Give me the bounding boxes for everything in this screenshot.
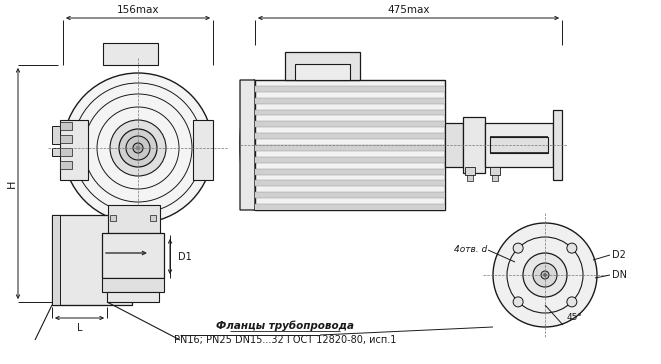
Bar [60,148,72,156]
Bar [295,64,350,80]
Bar [255,110,445,115]
Bar [553,110,562,180]
Text: PN16; PN25 DN15...32 ГОСТ 12820-80, исп.1: PN16; PN25 DN15...32 ГОСТ 12820-80, исп.… [174,335,396,345]
Bar [110,215,116,221]
Bar [52,215,60,305]
Bar [255,181,445,186]
Bar [255,80,445,210]
Text: D2: D2 [612,250,626,260]
Ellipse shape [133,143,143,153]
Text: 156max: 156max [117,5,159,15]
Bar [103,43,158,65]
Bar [492,175,498,181]
Circle shape [567,297,577,307]
Circle shape [543,273,547,277]
Ellipse shape [136,146,140,150]
Text: 4отв. d: 4отв. d [453,245,487,254]
Bar [102,233,164,278]
Bar [490,167,500,175]
Circle shape [541,271,549,279]
Bar [108,205,160,233]
Bar [150,215,156,221]
Bar [255,121,445,127]
Text: DN: DN [612,270,627,280]
Bar [463,117,485,173]
Bar [255,145,445,151]
Circle shape [513,297,523,307]
Bar [52,215,132,305]
Bar [255,192,445,198]
Ellipse shape [126,136,150,160]
Bar [255,157,445,163]
Bar [193,120,213,180]
Text: D1: D1 [178,252,192,261]
Bar [285,52,360,80]
Bar [60,120,88,180]
Bar [490,137,548,153]
Circle shape [523,253,567,297]
Circle shape [533,263,557,287]
Bar [102,278,164,292]
Bar [52,148,60,156]
Circle shape [513,243,523,253]
Bar [467,175,473,181]
Bar [52,126,60,144]
Bar [255,169,445,175]
Bar [107,292,159,302]
Bar [465,167,475,175]
Circle shape [567,243,577,253]
Bar [255,133,445,139]
Bar [60,135,72,143]
Bar [255,204,445,210]
Text: L: L [77,323,82,333]
Bar [255,86,445,92]
Bar [485,123,553,167]
FancyBboxPatch shape [240,80,255,210]
Text: 45°: 45° [567,313,583,321]
Text: 475max: 475max [387,5,430,15]
Text: H: H [7,179,17,188]
Ellipse shape [119,129,157,167]
Circle shape [493,223,597,327]
Bar [60,122,72,130]
Bar [60,161,72,169]
Ellipse shape [110,120,166,176]
Bar [445,123,463,167]
Bar [255,98,445,104]
Text: Фланцы трубопровода: Фланцы трубопровода [216,321,354,331]
Ellipse shape [63,73,213,223]
